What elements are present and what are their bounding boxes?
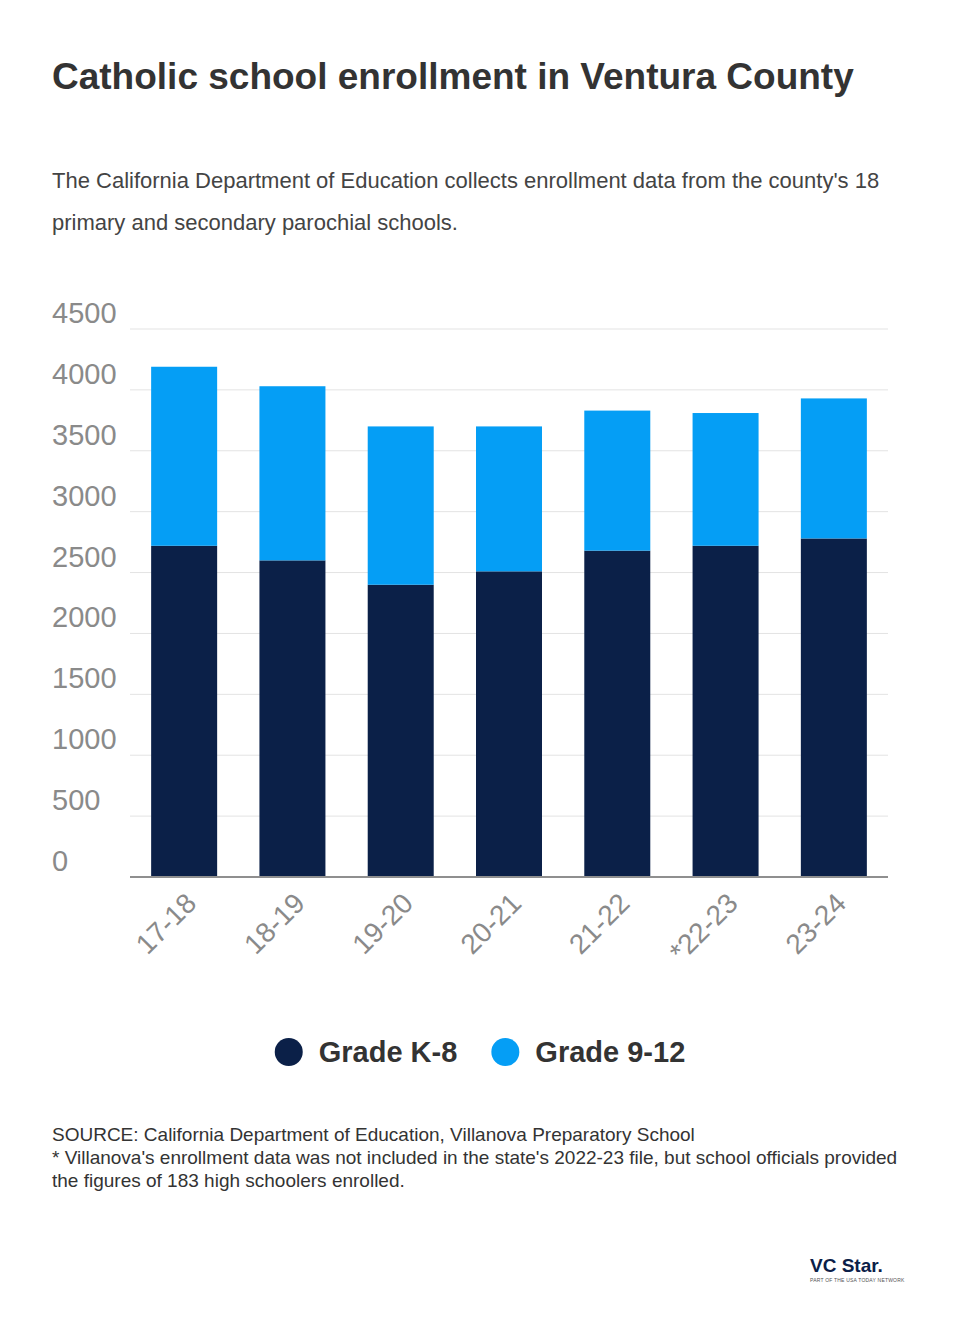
legend-label: Grade K-8: [319, 1036, 458, 1068]
bar-segment: [801, 538, 867, 877]
chart-title: Catholic school enrollment in Ventura Co…: [52, 56, 854, 98]
bar-segment: [259, 386, 325, 560]
x-tick-label: 20-21: [455, 887, 528, 960]
bar-segment: [476, 571, 542, 877]
footnote-text: * Villanova's enrollment data was not in…: [52, 1146, 902, 1192]
bar-segment: [693, 546, 759, 877]
legend-label: Grade 9-12: [535, 1036, 685, 1068]
brand-logo: VC Star.: [810, 1255, 883, 1277]
y-tick-label: 0: [52, 845, 68, 877]
x-tick-label: 23-24: [780, 887, 853, 960]
x-tick-label: 19-20: [346, 887, 419, 960]
grid-line: [130, 329, 888, 330]
bar-segment: [259, 560, 325, 877]
y-tick-label: 1000: [52, 723, 117, 755]
bar-segment: [584, 411, 650, 551]
bar-segment: [584, 551, 650, 877]
legend-swatch: [275, 1038, 303, 1066]
y-tick-label: 500: [52, 784, 100, 816]
bar-segment: [151, 367, 217, 546]
bar-segment: [151, 546, 217, 877]
y-tick-label: 3000: [52, 480, 117, 512]
legend-swatch: [491, 1038, 519, 1066]
x-tick-label: 17-18: [130, 887, 203, 960]
source-text: SOURCE: California Department of Educati…: [52, 1123, 902, 1146]
legend: Grade K-8 Grade 9-12: [275, 1036, 686, 1068]
y-tick-label: 1500: [52, 662, 117, 694]
x-axis-line: [130, 876, 888, 878]
y-tick-label: 4500: [52, 297, 117, 329]
source-block: SOURCE: California Department of Educati…: [52, 1123, 902, 1192]
bar-segment: [368, 426, 434, 584]
bars: [151, 367, 867, 877]
y-tick-label: 4000: [52, 358, 117, 390]
y-tick-label: 2000: [52, 601, 117, 633]
grid-line: [130, 389, 888, 390]
chart-subtitle: The California Department of Education c…: [52, 160, 882, 244]
x-tick-label: 18-19: [238, 887, 311, 960]
bar-segment: [476, 426, 542, 571]
bar-segment: [693, 413, 759, 546]
bar-segment: [368, 585, 434, 877]
bar-segment: [801, 398, 867, 538]
x-tick-label: 21-22: [563, 887, 636, 960]
y-tick-label: 3500: [52, 419, 117, 451]
y-tick-label: 2500: [52, 541, 117, 573]
x-tick-label: *22-23: [664, 887, 744, 967]
brand-tagline: PART OF THE USA TODAY NETWORK: [810, 1277, 905, 1283]
